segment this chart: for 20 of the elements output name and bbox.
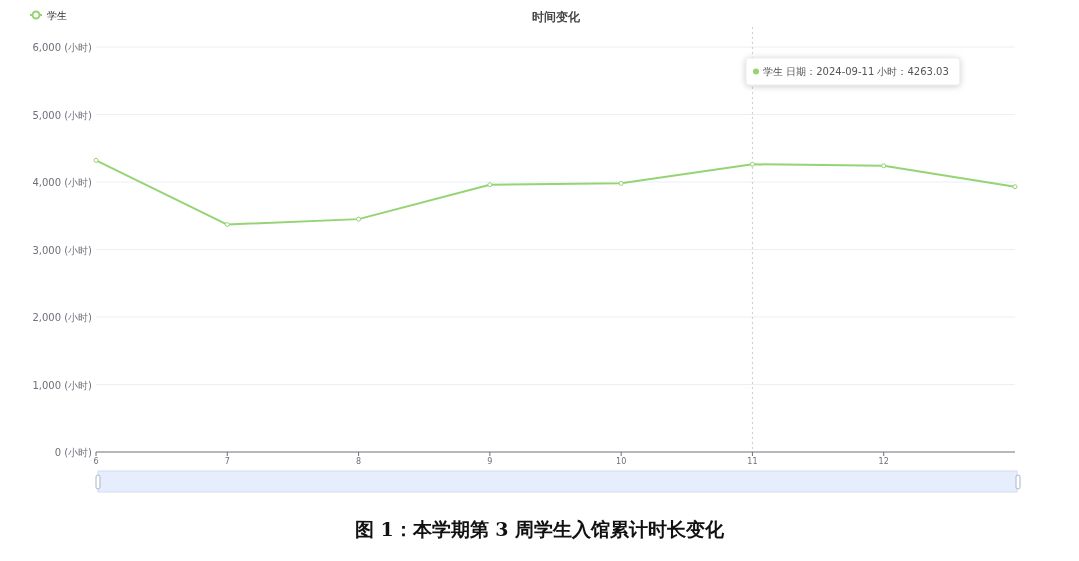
x-tick-label: 8 bbox=[356, 457, 362, 466]
x-tick-label: 6 bbox=[93, 457, 99, 466]
annotation: 学生 日期：2024-09-11 小时：4263.03 bbox=[763, 66, 949, 77]
legend: 学生 bbox=[29, 10, 67, 21]
x-tick-label: 7 bbox=[224, 457, 230, 466]
tooltip: 学生 日期：2024-09-11 小时：4263.03 bbox=[745, 57, 961, 86]
x-tick-label: 10 bbox=[616, 457, 627, 466]
x-tick-label: 9 bbox=[487, 457, 493, 466]
y-tick-label: 2,000 (小时) bbox=[32, 312, 93, 323]
y-tick-label: 5,000 (小时) bbox=[32, 109, 93, 121]
y-tick-label: 6,000 (小时) bbox=[32, 42, 93, 53]
x-tick-label: 11 bbox=[747, 457, 758, 466]
y-tick-label: 1,000 (小时) bbox=[32, 379, 93, 391]
caption: 图 1：本学期第 3 周学生入馆累计时长变化 bbox=[354, 518, 726, 540]
y-tick-label: 0 (小时) bbox=[54, 447, 93, 458]
y-tick-label: 4,000 (小时) bbox=[32, 177, 93, 188]
y-tick-label: 3,000 (小时) bbox=[32, 244, 93, 256]
legend-label: 学生 bbox=[47, 10, 67, 21]
chart-title: 时间变化 bbox=[532, 10, 581, 24]
x-tick-label: 12 bbox=[878, 457, 889, 466]
